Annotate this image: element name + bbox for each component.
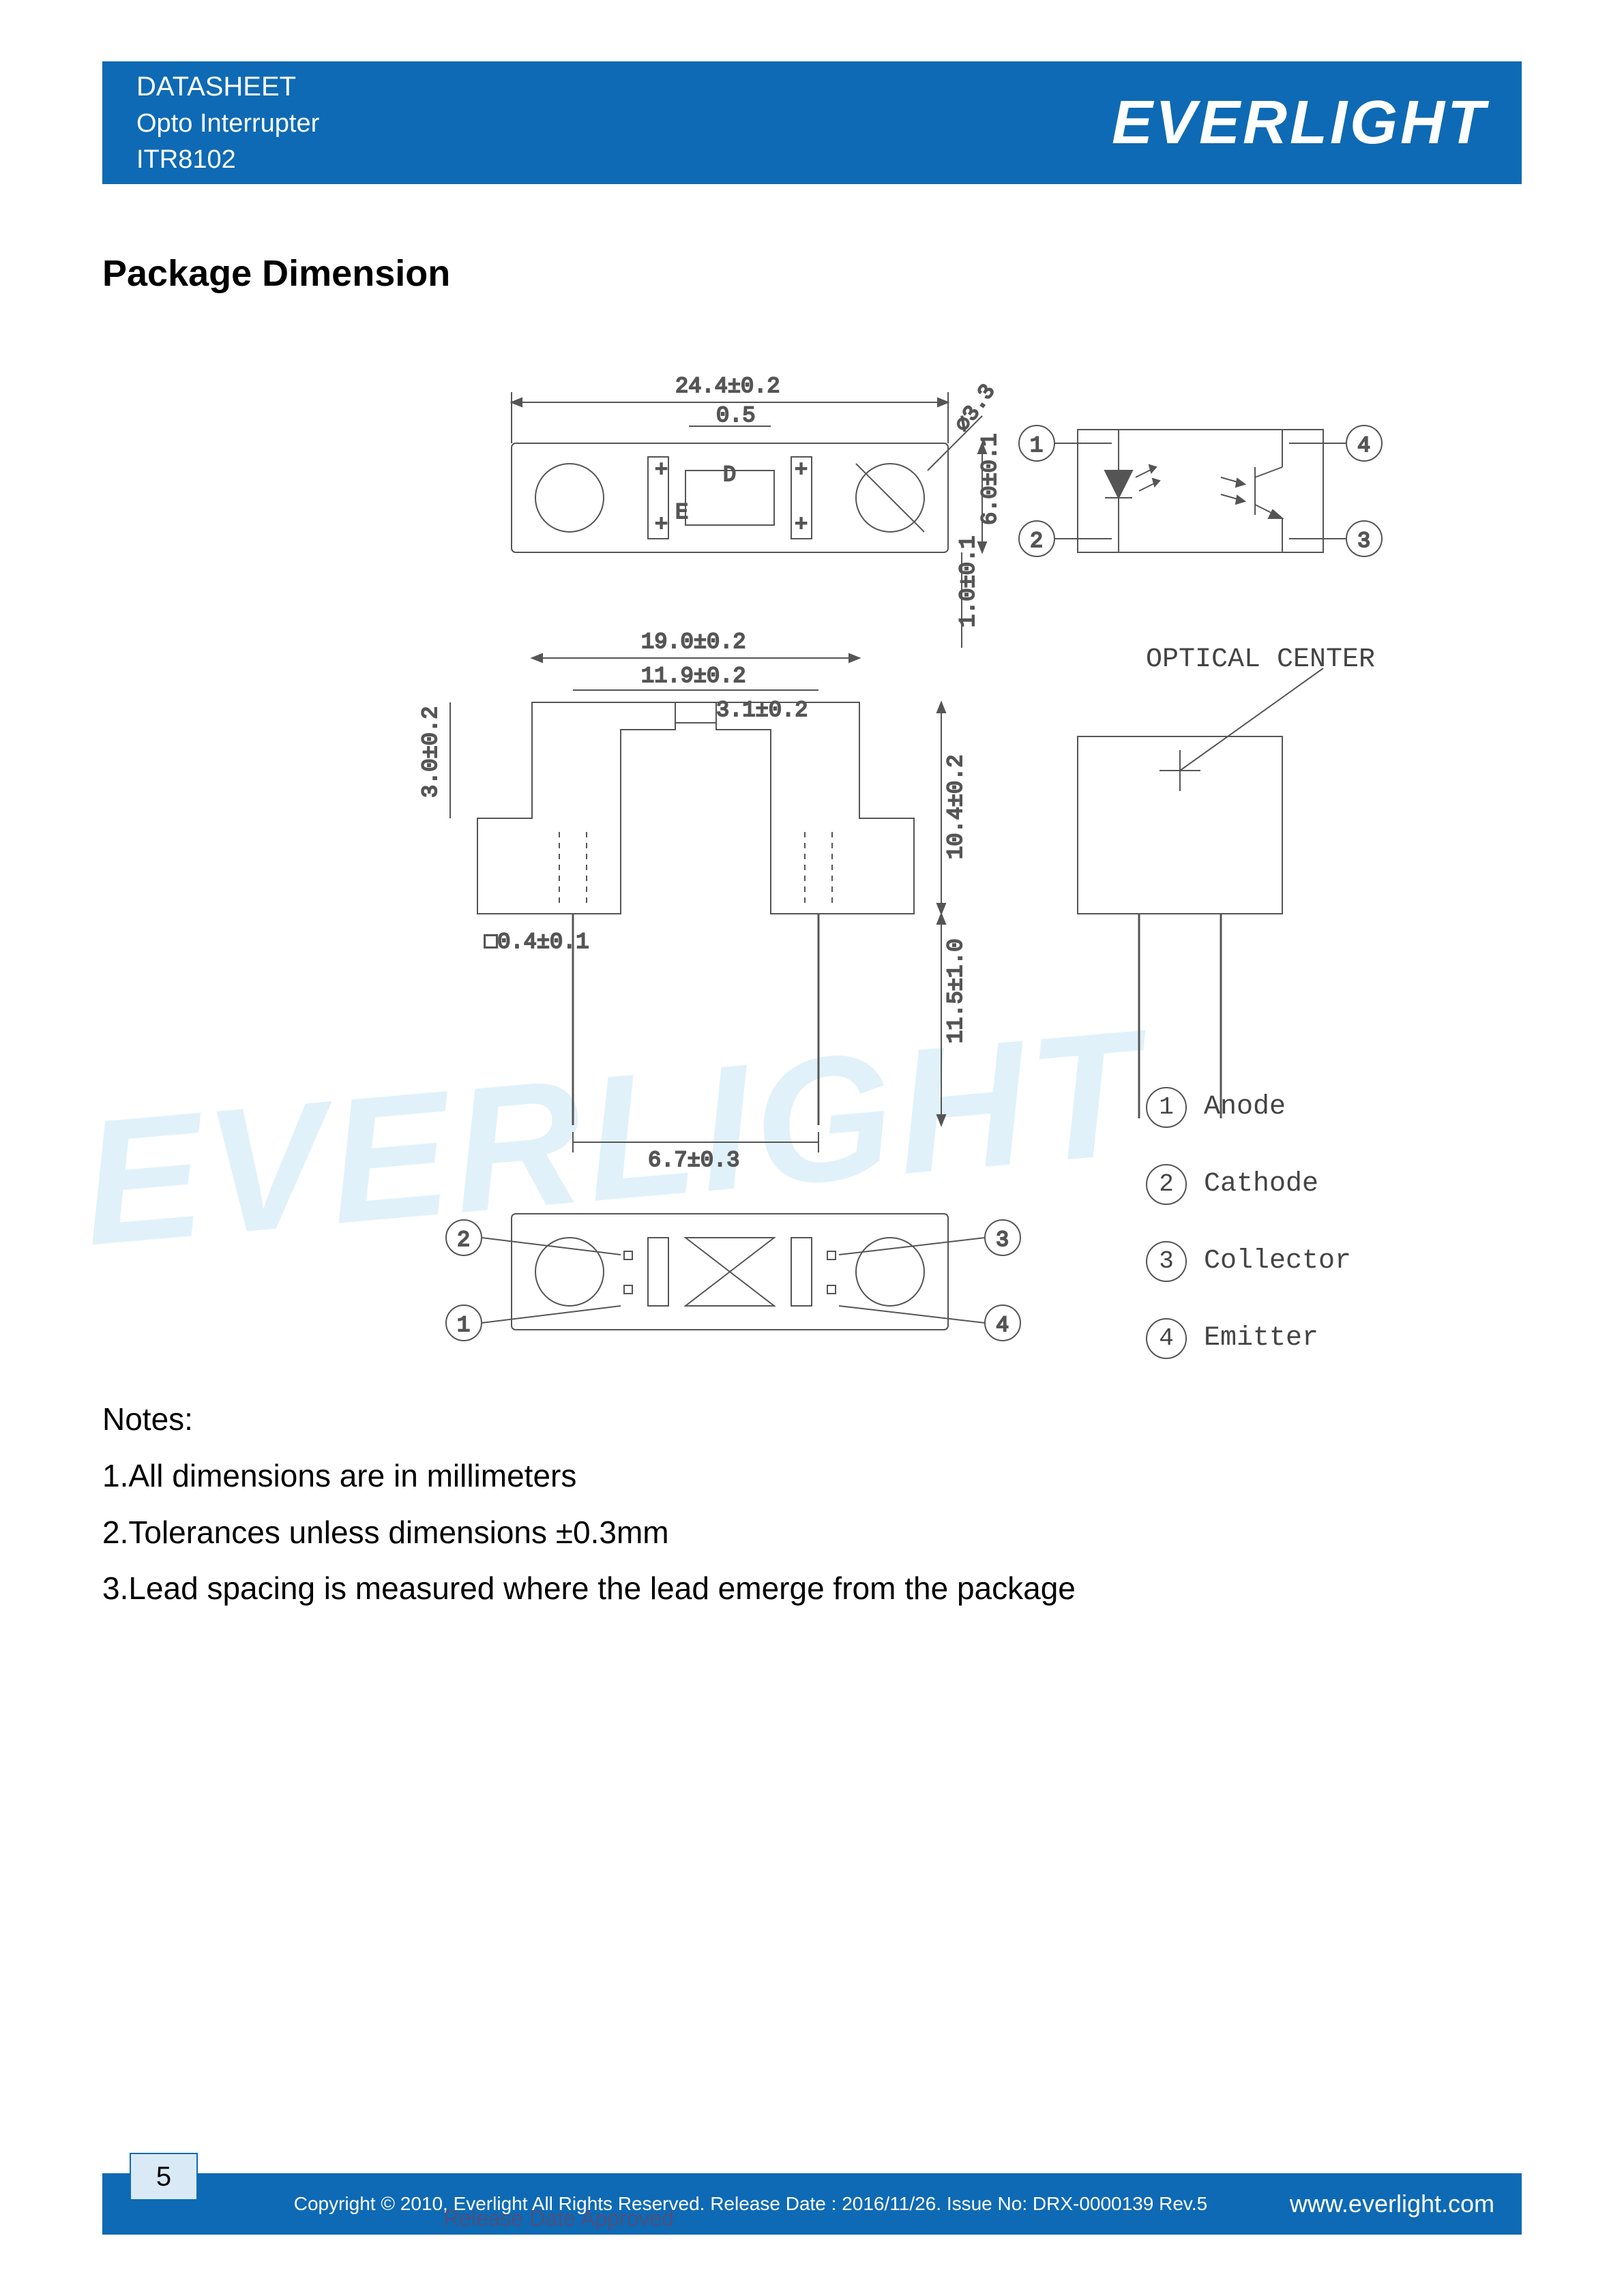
pin-name-3: Collector (1204, 1232, 1351, 1292)
dim-19-0: 19.0±0.2 (641, 629, 746, 655)
pin-num-1: 1 (1146, 1087, 1187, 1128)
dim-0-5: 0.5 (716, 403, 756, 428)
dim-11-9: 11.9±0.2 (641, 664, 746, 689)
header-bar: DATASHEET Opto Interrupter ITR8102 EVERL… (102, 61, 1522, 184)
pin-name-1: Anode (1204, 1077, 1286, 1137)
svg-text:4: 4 (1357, 433, 1370, 458)
header-line1: DATASHEET (136, 68, 319, 106)
dim-10-4: 10.4±0.2 (943, 754, 969, 859)
svg-text:+: + (795, 458, 808, 483)
dim-3-0: 3.0±0.2 (418, 706, 443, 798)
pin-row-4: 4 Emitter (1146, 1309, 1351, 1369)
pin-legend: 1 Anode 2 Cathode 3 Collector 4 Emitter (1146, 1077, 1351, 1386)
pin-name-2: Cathode (1204, 1154, 1318, 1214)
svg-text:4: 4 (996, 1313, 1009, 1338)
dim-11-5: 11.5±1.0 (943, 938, 969, 1043)
note-2: 2.Tolerances unless dimensions ±0.3mm (102, 1504, 1076, 1561)
section-title: Package Dimension (102, 252, 450, 295)
footer-bar: Copyright © 2010, Everlight All Rights R… (102, 2173, 1522, 2235)
header-line3: ITR8102 (136, 142, 319, 178)
pin-num-3: 3 (1146, 1241, 1187, 1282)
page-number: 5 (130, 2153, 198, 2201)
svg-text:2: 2 (457, 1227, 470, 1253)
pin-row-1: 1 Anode (1146, 1077, 1351, 1137)
dim-letter-e: E (675, 500, 688, 525)
footer-copyright: Copyright © 2010, Everlight All Rights R… (211, 2193, 1290, 2215)
svg-text:1: 1 (1030, 433, 1043, 458)
dim-6-0: 6.0±0.1 (977, 434, 1003, 525)
optical-center-label: OPTICAL CENTER (1146, 644, 1375, 675)
dim-letter-d: D (723, 462, 736, 488)
svg-text:+: + (655, 458, 668, 483)
svg-text:1: 1 (457, 1313, 470, 1338)
dim-1-0: 1.0±0.1 (956, 536, 981, 627)
red-overlay-text: Release Date Approved (443, 2206, 674, 2231)
dim-3-1: 3.1±0.2 (716, 698, 808, 723)
footer-url: www.everlight.com (1290, 2190, 1494, 2218)
pin-num-2: 2 (1146, 1164, 1187, 1205)
pin-row-3: 3 Collector (1146, 1232, 1351, 1292)
header-line2: Opto Interrupter (136, 106, 319, 142)
brand-logo: EVERLIGHT (1112, 88, 1488, 158)
notes-title: Notes: (102, 1391, 1076, 1448)
pin-row-2: 2 Cathode (1146, 1154, 1351, 1214)
pin-num-4: 4 (1146, 1318, 1187, 1359)
dim-24-4: 24.4±0.2 (675, 374, 780, 399)
svg-text:3: 3 (996, 1227, 1009, 1253)
dim-6-7: 6.7±0.3 (648, 1148, 739, 1173)
header-text-block: DATASHEET Opto Interrupter ITR8102 (136, 68, 319, 178)
pin-name-4: Emitter (1204, 1309, 1318, 1369)
dim-diameter: ∅3.3 (950, 380, 1001, 437)
note-3: 3.Lead spacing is measured where the lea… (102, 1560, 1076, 1617)
svg-text:2: 2 (1030, 528, 1043, 554)
notes-section: Notes: 1.All dimensions are in millimete… (102, 1391, 1076, 1617)
svg-text:+: + (655, 512, 668, 537)
dim-sq-0-4: □0.4±0.1 (484, 929, 589, 955)
svg-text:3: 3 (1357, 528, 1370, 554)
note-1: 1.All dimensions are in millimeters (102, 1448, 1076, 1504)
svg-text:+: + (795, 512, 808, 537)
